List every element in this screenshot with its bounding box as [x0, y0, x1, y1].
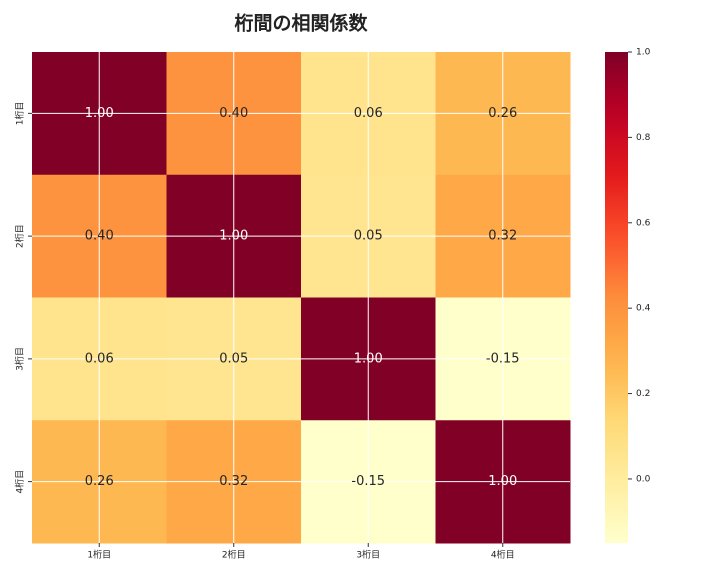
cell-label: 0.40 — [219, 106, 248, 121]
cell-label: 1.00 — [85, 106, 114, 121]
colorbar-tick-label: 0.6 — [636, 218, 651, 228]
x-tick-label: 4桁目 — [491, 549, 515, 561]
colorbar-tick-label: 0.2 — [636, 389, 650, 399]
colorbar-tick-label: 1.0 — [636, 48, 651, 58]
cell-label: 0.26 — [85, 474, 114, 489]
x-tick-label: 1桁目 — [87, 549, 111, 561]
cell-label: 0.06 — [85, 351, 114, 366]
x-tick-label: 3桁目 — [356, 549, 380, 561]
cell-label: -0.15 — [486, 351, 520, 366]
colorbar-tick-label: 0.8 — [636, 133, 651, 143]
colorbar-tick-label: 0.0 — [636, 474, 651, 484]
cell-label: 0.05 — [219, 351, 248, 366]
y-tick-label: 4桁目 — [14, 470, 26, 494]
colorbar-tick-label: 0.4 — [636, 304, 651, 314]
chart-title: 桁間の相関係数 — [234, 12, 368, 35]
cell-label: 0.32 — [488, 229, 517, 244]
colorbar — [605, 52, 628, 543]
y-tick-label: 3桁目 — [14, 347, 26, 371]
x-tick-label: 2桁目 — [222, 549, 246, 561]
cell-label: 1.00 — [354, 351, 383, 366]
y-tick-label: 1桁目 — [14, 102, 26, 126]
cell-label: 0.26 — [488, 106, 517, 121]
cell-label: 0.05 — [354, 229, 383, 244]
cell-label: 0.32 — [219, 474, 248, 489]
cell-label: 1.00 — [219, 229, 248, 244]
y-tick-label: 2桁目 — [14, 224, 26, 248]
cell-label: 0.40 — [85, 229, 114, 244]
cell-label: -0.15 — [351, 474, 385, 489]
cell-label: 0.06 — [354, 106, 383, 121]
cell-label: 1.00 — [488, 474, 517, 489]
